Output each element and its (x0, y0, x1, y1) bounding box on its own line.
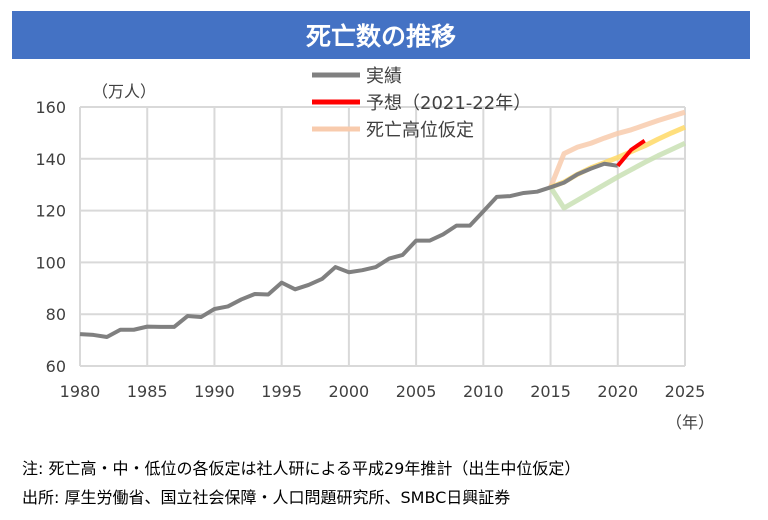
series-line (548, 140, 687, 211)
chart-title: 死亡数の推移 (12, 11, 750, 59)
y-tick-label: 120 (35, 202, 66, 221)
y-tick-label: 60 (46, 357, 66, 376)
y-tick-label: 80 (46, 305, 66, 324)
legend-label: 予想（2021-22年） (366, 93, 531, 114)
x-axis-label: （年） (666, 413, 714, 432)
legend-label: 死亡高位仮定 (366, 120, 474, 141)
series-line (616, 139, 646, 168)
x-tick-label: 2025 (665, 382, 706, 401)
series-line (548, 109, 686, 189)
x-tick-label: 1995 (261, 382, 302, 401)
y-tick-label: 100 (35, 253, 66, 272)
x-tick-label: 2010 (463, 382, 504, 401)
footnote: 注: 死亡高・中・低位の各仮定は社人研による平成29年推計（出生中位仮定） (22, 459, 581, 478)
x-tick-label: 2020 (597, 382, 638, 401)
x-tick-label: 2005 (396, 382, 437, 401)
y-tick-label: 160 (35, 98, 66, 117)
x-tick-label: 2000 (329, 382, 370, 401)
x-tick-label: 1980 (60, 382, 101, 401)
x-tick-label: 1985 (127, 382, 168, 401)
legend-label: 実績 (366, 66, 402, 87)
source-note: 出所: 厚生労働省、国立社会保障・人口問題研究所、SMBC日興証券 (22, 488, 511, 507)
x-tick-label: 1990 (194, 382, 235, 401)
x-tick-label: 2015 (530, 382, 571, 401)
y-tick-label: 140 (35, 150, 66, 169)
series-line (79, 161, 619, 339)
y-axis-label: （万人） (92, 82, 156, 101)
